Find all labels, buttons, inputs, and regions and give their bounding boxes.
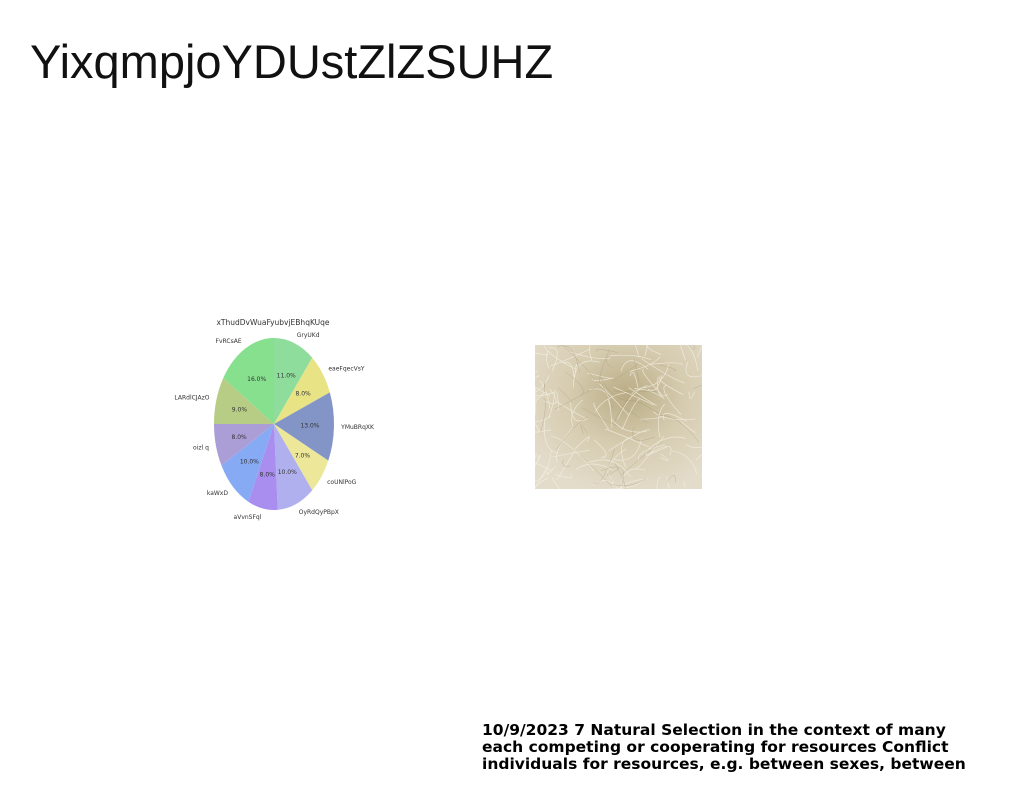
pie-percent-label: 8.0% (260, 472, 276, 479)
pie-category-label: YMuBRqXK (340, 424, 375, 431)
pie-category-label: coUNlPoG (327, 479, 357, 486)
footer-line: 10/9/2023 7 Natural Selection in the con… (482, 721, 946, 739)
pie-category-label: FvRCsAE (216, 338, 242, 345)
pie-percent-label: 10.0% (240, 459, 259, 466)
pie-percent-labels: 11.0%8.0%13.0%7.0%10.0%8.0%10.0%8.0%9.0%… (232, 372, 320, 478)
pie-category-label: oizl q (193, 445, 209, 452)
pie-slice (248, 424, 278, 510)
pie-slice (221, 424, 274, 502)
pie-chart: xThudDvWuaFyubvjEBhqKUqe 11.0% 8.0% 13.0% 7… (174, 318, 375, 521)
pie-category-label: GryUKd (297, 332, 320, 339)
slide-footer-text: 10/9/2023 7 Natural Selection in the con… (482, 722, 1012, 773)
pie-percent-label: 9.0% (232, 407, 248, 414)
pie-category-label: aVvnSFql (234, 514, 262, 521)
pie-percent-label: 11.0% (277, 372, 296, 379)
pie-slice (214, 424, 274, 466)
pie-slice (223, 338, 274, 424)
pie-category-label: LARdlCJAzO (174, 395, 209, 402)
pie-slice (274, 357, 330, 424)
pie-percent-label: 16.0% (247, 376, 266, 383)
footer-line: individuals for resources, e.g. between … (482, 755, 966, 773)
dried-plant-fiber-photo (535, 345, 702, 489)
fiber-texture-image (535, 345, 702, 489)
pie-slice (214, 377, 274, 424)
pie-category-label: kaWxD (207, 490, 229, 497)
pie-percent-label: 8.0% (295, 391, 311, 398)
pie-percent-label: 13.0% (300, 423, 319, 430)
pie-category-label: eaeFqecVsY (328, 365, 365, 372)
pie-category-label: OyRdQyPBpX (299, 509, 339, 516)
pie-slice (274, 338, 313, 424)
footer-line: each competing or cooperating for resour… (482, 738, 949, 756)
pie-percent-label: 7.0% (295, 453, 311, 460)
pie-slice (274, 392, 334, 461)
pie-slice (274, 424, 313, 510)
pie-percent-label: 10.0% (278, 469, 297, 476)
pie-slice (274, 424, 329, 491)
chart-title: xThudDvWuaFyubvjEBhqKUqe (216, 318, 329, 327)
pie-category-labels: GryUKd eaeFqecVsY YMuBRqXK coUNlPoG OyRdQyPB… (174, 332, 375, 521)
pie-slices (214, 338, 334, 510)
slide-title: YixqmpjoYDUstZlZSUHZ (30, 35, 554, 88)
pie-percent-label: 8.0% (232, 434, 248, 441)
